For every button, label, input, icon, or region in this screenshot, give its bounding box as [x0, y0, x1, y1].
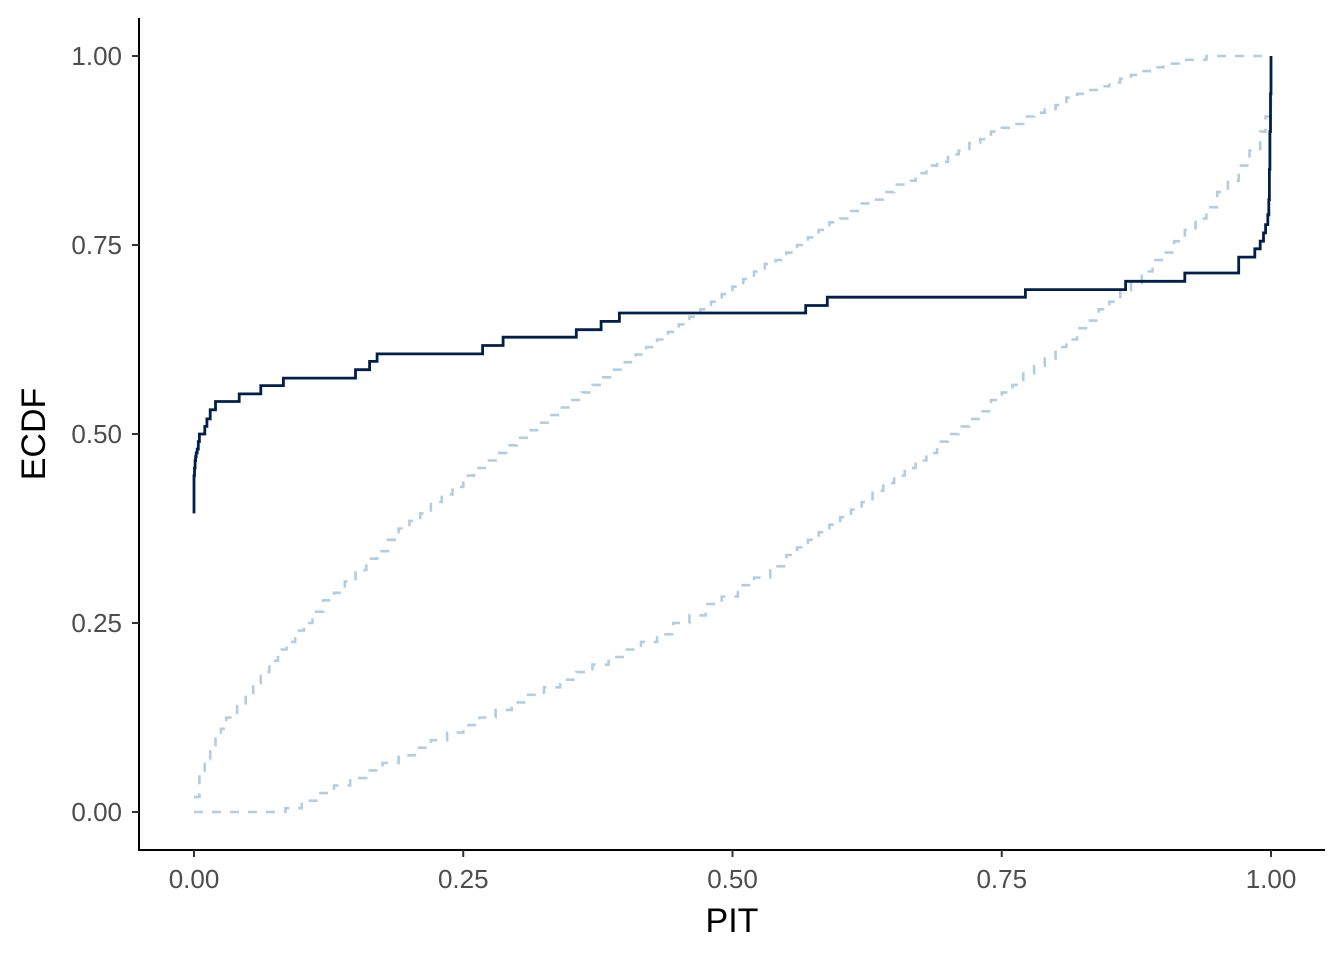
- upper-band-line: [194, 54, 1271, 799]
- y-ticks: 0.00 0.25 0.50 0.75 1.00: [71, 41, 139, 827]
- ecdf-series-line: [192, 56, 1273, 514]
- y-tick-label: 0.25: [71, 608, 122, 638]
- x-ticks: 0.00 0.25 0.50 0.75 1.00: [169, 850, 1297, 894]
- x-tick-label: 0.50: [707, 864, 758, 894]
- x-axis-title: PIT: [706, 902, 759, 940]
- y-tick-label: 0.00: [71, 797, 122, 827]
- x-tick-label: 0.75: [976, 864, 1027, 894]
- lower-band-line: [194, 93, 1273, 814]
- y-tick-label: 1.00: [71, 41, 122, 71]
- x-tick-label: 1.00: [1246, 864, 1297, 894]
- x-tick-label: 0.00: [169, 864, 220, 894]
- band-group: [194, 54, 1273, 814]
- y-tick-label: 0.75: [71, 230, 122, 260]
- y-tick-label: 0.50: [71, 419, 122, 449]
- x-tick-label: 0.25: [438, 864, 489, 894]
- y-axis-title: ECDF: [15, 388, 53, 481]
- ecdf-group: [192, 56, 1273, 514]
